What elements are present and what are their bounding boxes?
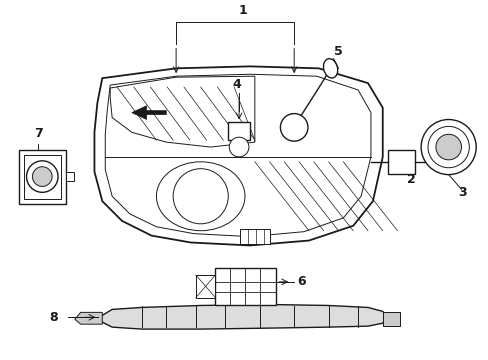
Bar bbox=[240, 229, 269, 244]
Polygon shape bbox=[195, 275, 215, 298]
Circle shape bbox=[420, 120, 475, 175]
Text: 5: 5 bbox=[333, 45, 342, 58]
Text: 2: 2 bbox=[407, 173, 415, 186]
Polygon shape bbox=[132, 106, 166, 120]
Circle shape bbox=[427, 126, 468, 168]
Bar bbox=[382, 312, 400, 326]
Text: 4: 4 bbox=[232, 78, 241, 91]
Bar bbox=[66, 172, 74, 181]
Bar bbox=[23, 155, 61, 199]
Circle shape bbox=[280, 114, 307, 141]
Circle shape bbox=[32, 167, 52, 186]
Polygon shape bbox=[110, 76, 254, 147]
Circle shape bbox=[26, 161, 58, 192]
Bar bbox=[228, 122, 249, 140]
Text: 8: 8 bbox=[49, 311, 58, 324]
Polygon shape bbox=[75, 312, 102, 324]
Ellipse shape bbox=[156, 162, 244, 231]
Circle shape bbox=[173, 169, 228, 224]
Circle shape bbox=[229, 137, 248, 157]
Text: 6: 6 bbox=[297, 275, 305, 288]
Text: 3: 3 bbox=[458, 186, 466, 199]
Circle shape bbox=[435, 134, 461, 160]
Bar bbox=[387, 150, 414, 174]
Polygon shape bbox=[98, 305, 387, 329]
Text: 7: 7 bbox=[34, 127, 42, 140]
Ellipse shape bbox=[323, 59, 337, 78]
Polygon shape bbox=[94, 66, 382, 246]
Bar bbox=[19, 150, 66, 204]
Bar bbox=[215, 268, 276, 306]
Text: 1: 1 bbox=[238, 4, 247, 17]
